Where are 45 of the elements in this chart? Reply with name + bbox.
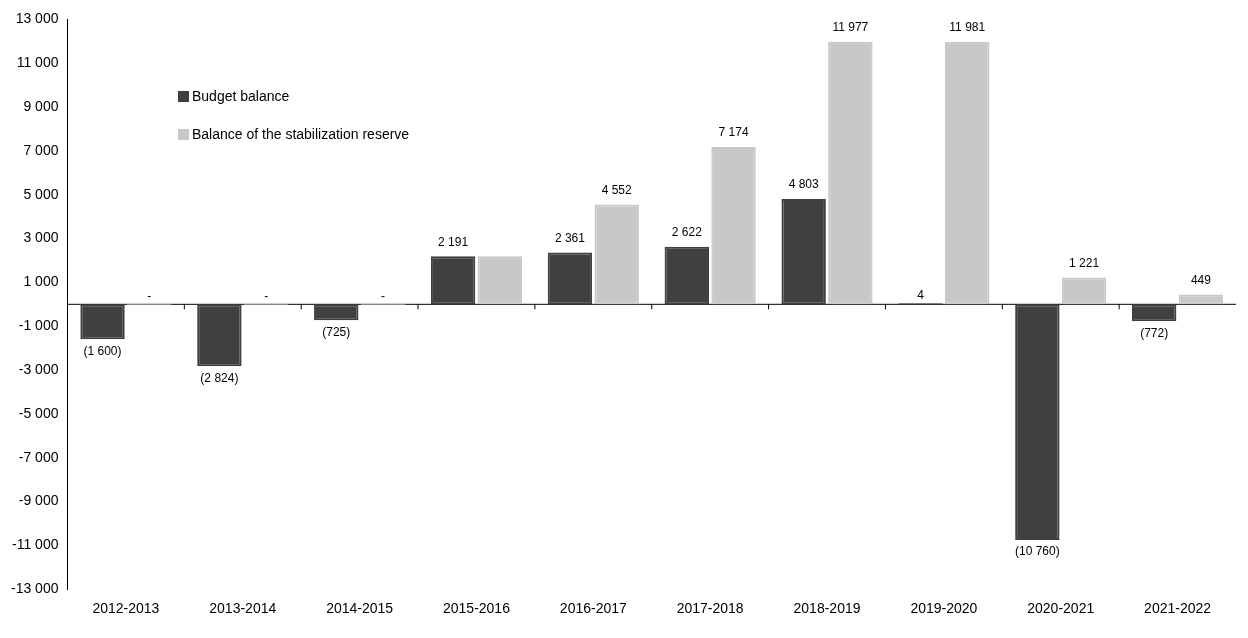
data-label: 449 [1190,272,1212,287]
data-label: 2 191 [438,234,469,249]
x-tick-label: 2021-2022 [1144,600,1212,617]
y-tick-label: -5 000 [18,404,59,421]
x-tick-label: 2015-2016 [442,600,511,617]
x-tick-label: 2019-2020 [910,600,978,617]
data-label: (772) [1140,325,1169,340]
legend-label: Balance of the stabilization reserve [192,126,410,142]
x-tick-label: 2012-2013 [92,600,160,617]
x-tick-label: 2014-2015 [326,600,394,617]
data-label: (1 600) [83,343,122,358]
x-tick-label: 2018-2019 [793,600,861,617]
data-label: 4 552 [601,182,633,197]
data-label: (725) [322,324,351,339]
x-tick-label: 2013-2014 [209,600,277,617]
data-label: 11 981 [949,20,986,35]
y-tick-label: -1 000 [18,317,59,334]
x-tick-label: 2020-2021 [1027,600,1095,617]
data-label: 1 221 [1069,255,1100,270]
y-tick-label: -9 000 [18,492,59,509]
data-label: 4 [917,287,925,302]
data-label: 2 361 [554,230,586,245]
x-tick-label: 2016-2017 [559,600,627,617]
data-label: (2 824) [200,370,239,385]
data-label: 7 174 [718,125,749,140]
data-label: (10 760) [1015,544,1060,559]
y-tick-label: -7 000 [18,448,59,465]
y-tick-label: 11 000 [16,54,59,71]
y-tick-label: 5 000 [23,185,59,202]
data-label: - [380,289,385,304]
y-tick-label: 9 000 [23,97,59,114]
y-tick-label: -13 000 [11,580,59,597]
data-label: - [147,289,152,304]
y-tick-label: -3 000 [18,360,59,377]
legend-label: Budget balance [192,88,290,104]
y-tick-label: -11 000 [12,536,59,553]
data-label: - [264,289,269,304]
y-tick-label: 7 000 [23,141,59,158]
data-label: 11 977 [832,20,869,35]
data-label: 4 803 [788,177,819,192]
x-tick-label: 2017-2018 [676,600,744,617]
y-tick-label: 3 000 [23,229,59,246]
y-tick-label: 13 000 [15,10,59,27]
y-tick-label: 1 000 [23,273,59,290]
data-label: 2 622 [671,225,703,240]
